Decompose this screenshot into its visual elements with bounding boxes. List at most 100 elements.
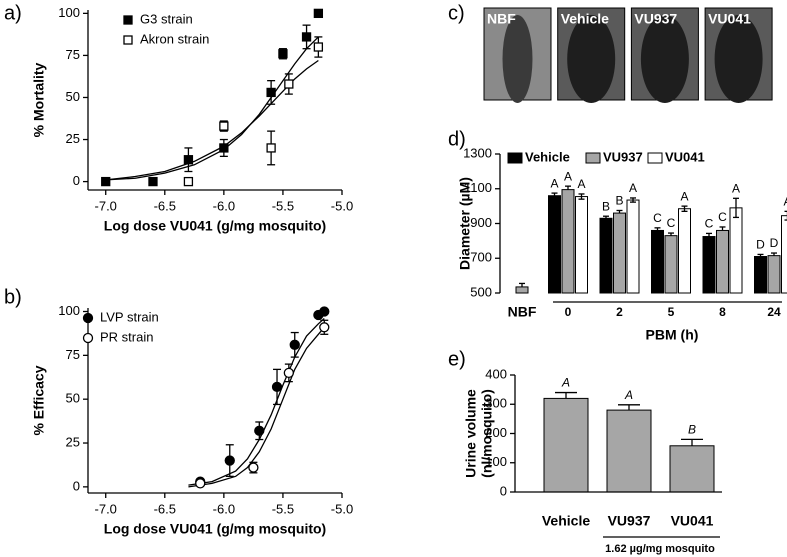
x-axis-label: PBM (h) — [646, 327, 699, 343]
panel-label: b) — [4, 286, 22, 308]
significance-letter: A — [624, 388, 633, 402]
marker — [266, 87, 276, 98]
fit-curve — [105, 59, 319, 181]
marker — [313, 42, 324, 52]
legend-swatch — [647, 152, 663, 164]
y-tick-label: 0 — [500, 483, 507, 498]
x-tick-label: 24 — [767, 305, 781, 319]
photo-label: Vehicle — [561, 11, 609, 27]
x-tick-label: Vehicle — [542, 513, 590, 529]
x-tick-label: -5.0 — [331, 198, 353, 213]
y-tick-label: 25 — [66, 131, 80, 146]
legend-label: VU937 — [603, 149, 643, 164]
legend-marker — [123, 35, 133, 45]
significance-letter: C — [653, 211, 662, 225]
marker — [319, 322, 330, 333]
legend-label: G3 strain — [140, 11, 193, 26]
bar — [626, 199, 640, 294]
bar — [669, 445, 715, 493]
bar — [515, 286, 529, 294]
legend-label: Akron strain — [140, 31, 209, 46]
x-tick-label: VU041 — [671, 513, 714, 529]
x-tick-label: -7.0 — [95, 501, 117, 516]
y-tick-label: 100 — [58, 303, 80, 318]
bar — [767, 255, 781, 294]
marker — [148, 176, 158, 187]
significance-letter: C — [718, 210, 727, 224]
bar — [651, 229, 664, 294]
y-tick-label: 25 — [66, 434, 80, 449]
legend-label: PR strain — [100, 329, 153, 344]
y-tick-label: 1300 — [463, 145, 492, 160]
significance-letter: A — [561, 376, 570, 390]
marker — [278, 49, 288, 59]
marker — [289, 339, 300, 350]
legend-marker — [123, 15, 133, 25]
x-tick-label: -5.5 — [272, 198, 294, 213]
significance-letter: B — [615, 194, 623, 208]
mosquito-abdomen — [502, 15, 533, 103]
significance-letter: B — [688, 423, 696, 437]
significance-letter: A — [629, 181, 637, 195]
x-tick-label: -7.0 — [95, 198, 117, 213]
x-tick-label: 2 — [616, 305, 623, 319]
y-tick-label: 400 — [485, 366, 507, 381]
fit-curve — [188, 326, 325, 488]
significance-letter: B — [602, 199, 610, 213]
bar — [702, 236, 716, 294]
x-tick-label: 5 — [668, 305, 675, 319]
marker — [301, 32, 312, 42]
marker — [283, 367, 294, 379]
x-axis-label: Log dose VU041 (g/mg mosquito) — [104, 218, 326, 234]
y-tick-label: 50 — [66, 391, 80, 406]
significance-letter: A — [680, 189, 688, 203]
significance-letter: C — [705, 217, 714, 231]
y-axis-label: Urine volume — [463, 389, 479, 478]
marker — [195, 478, 206, 489]
x-tick-label: 8 — [719, 305, 726, 319]
x-tick-label: -6.5 — [154, 198, 176, 213]
bar — [678, 208, 691, 294]
photo-label: VU937 — [634, 11, 677, 27]
marker — [284, 79, 294, 89]
bar — [716, 229, 729, 294]
y-axis-label: % Mortality — [31, 62, 47, 137]
y-tick-label: 75 — [66, 347, 80, 362]
y-tick-label: 0 — [73, 173, 80, 188]
significance-letter: A — [732, 181, 740, 195]
marker — [101, 176, 111, 187]
x-tick-label: -6.5 — [154, 501, 176, 516]
significance-letter: D — [770, 236, 779, 250]
significance-letter: A — [577, 177, 585, 191]
marker — [254, 425, 265, 436]
significance-letter: A — [550, 176, 558, 190]
legend-label: VU041 — [665, 149, 705, 164]
fit-curve — [188, 318, 325, 486]
y-tick-label: 700 — [470, 250, 492, 265]
x-axis-label: Log dose VU041 (g/mg mosquito) — [104, 521, 326, 537]
x-tick-label: 0 — [565, 305, 572, 319]
bar — [543, 397, 589, 493]
marker — [271, 381, 283, 393]
legend-label: Vehicle — [525, 149, 570, 164]
mosquito-abdomen — [567, 15, 616, 103]
y-tick-label: 0 — [73, 478, 80, 493]
bar — [781, 215, 787, 294]
y-tick-label: 300 — [485, 396, 507, 411]
panel-label: e) — [448, 348, 466, 370]
y-tick-label: 1100 — [464, 180, 492, 195]
legend-marker — [82, 312, 94, 324]
mosquito-abdomen — [640, 15, 689, 103]
significance-letter: D — [756, 238, 765, 252]
marker — [224, 455, 235, 466]
note: 1.62 µg/mg mosquito — [605, 543, 715, 555]
bar — [606, 409, 652, 493]
legend-marker — [82, 332, 94, 344]
y-axis-label: (nl/mosquito) — [479, 389, 495, 478]
marker — [248, 462, 259, 473]
panel-label: a) — [4, 2, 22, 24]
legend-label: LVP strain — [100, 309, 159, 324]
marker — [319, 306, 330, 317]
bar — [548, 195, 561, 294]
